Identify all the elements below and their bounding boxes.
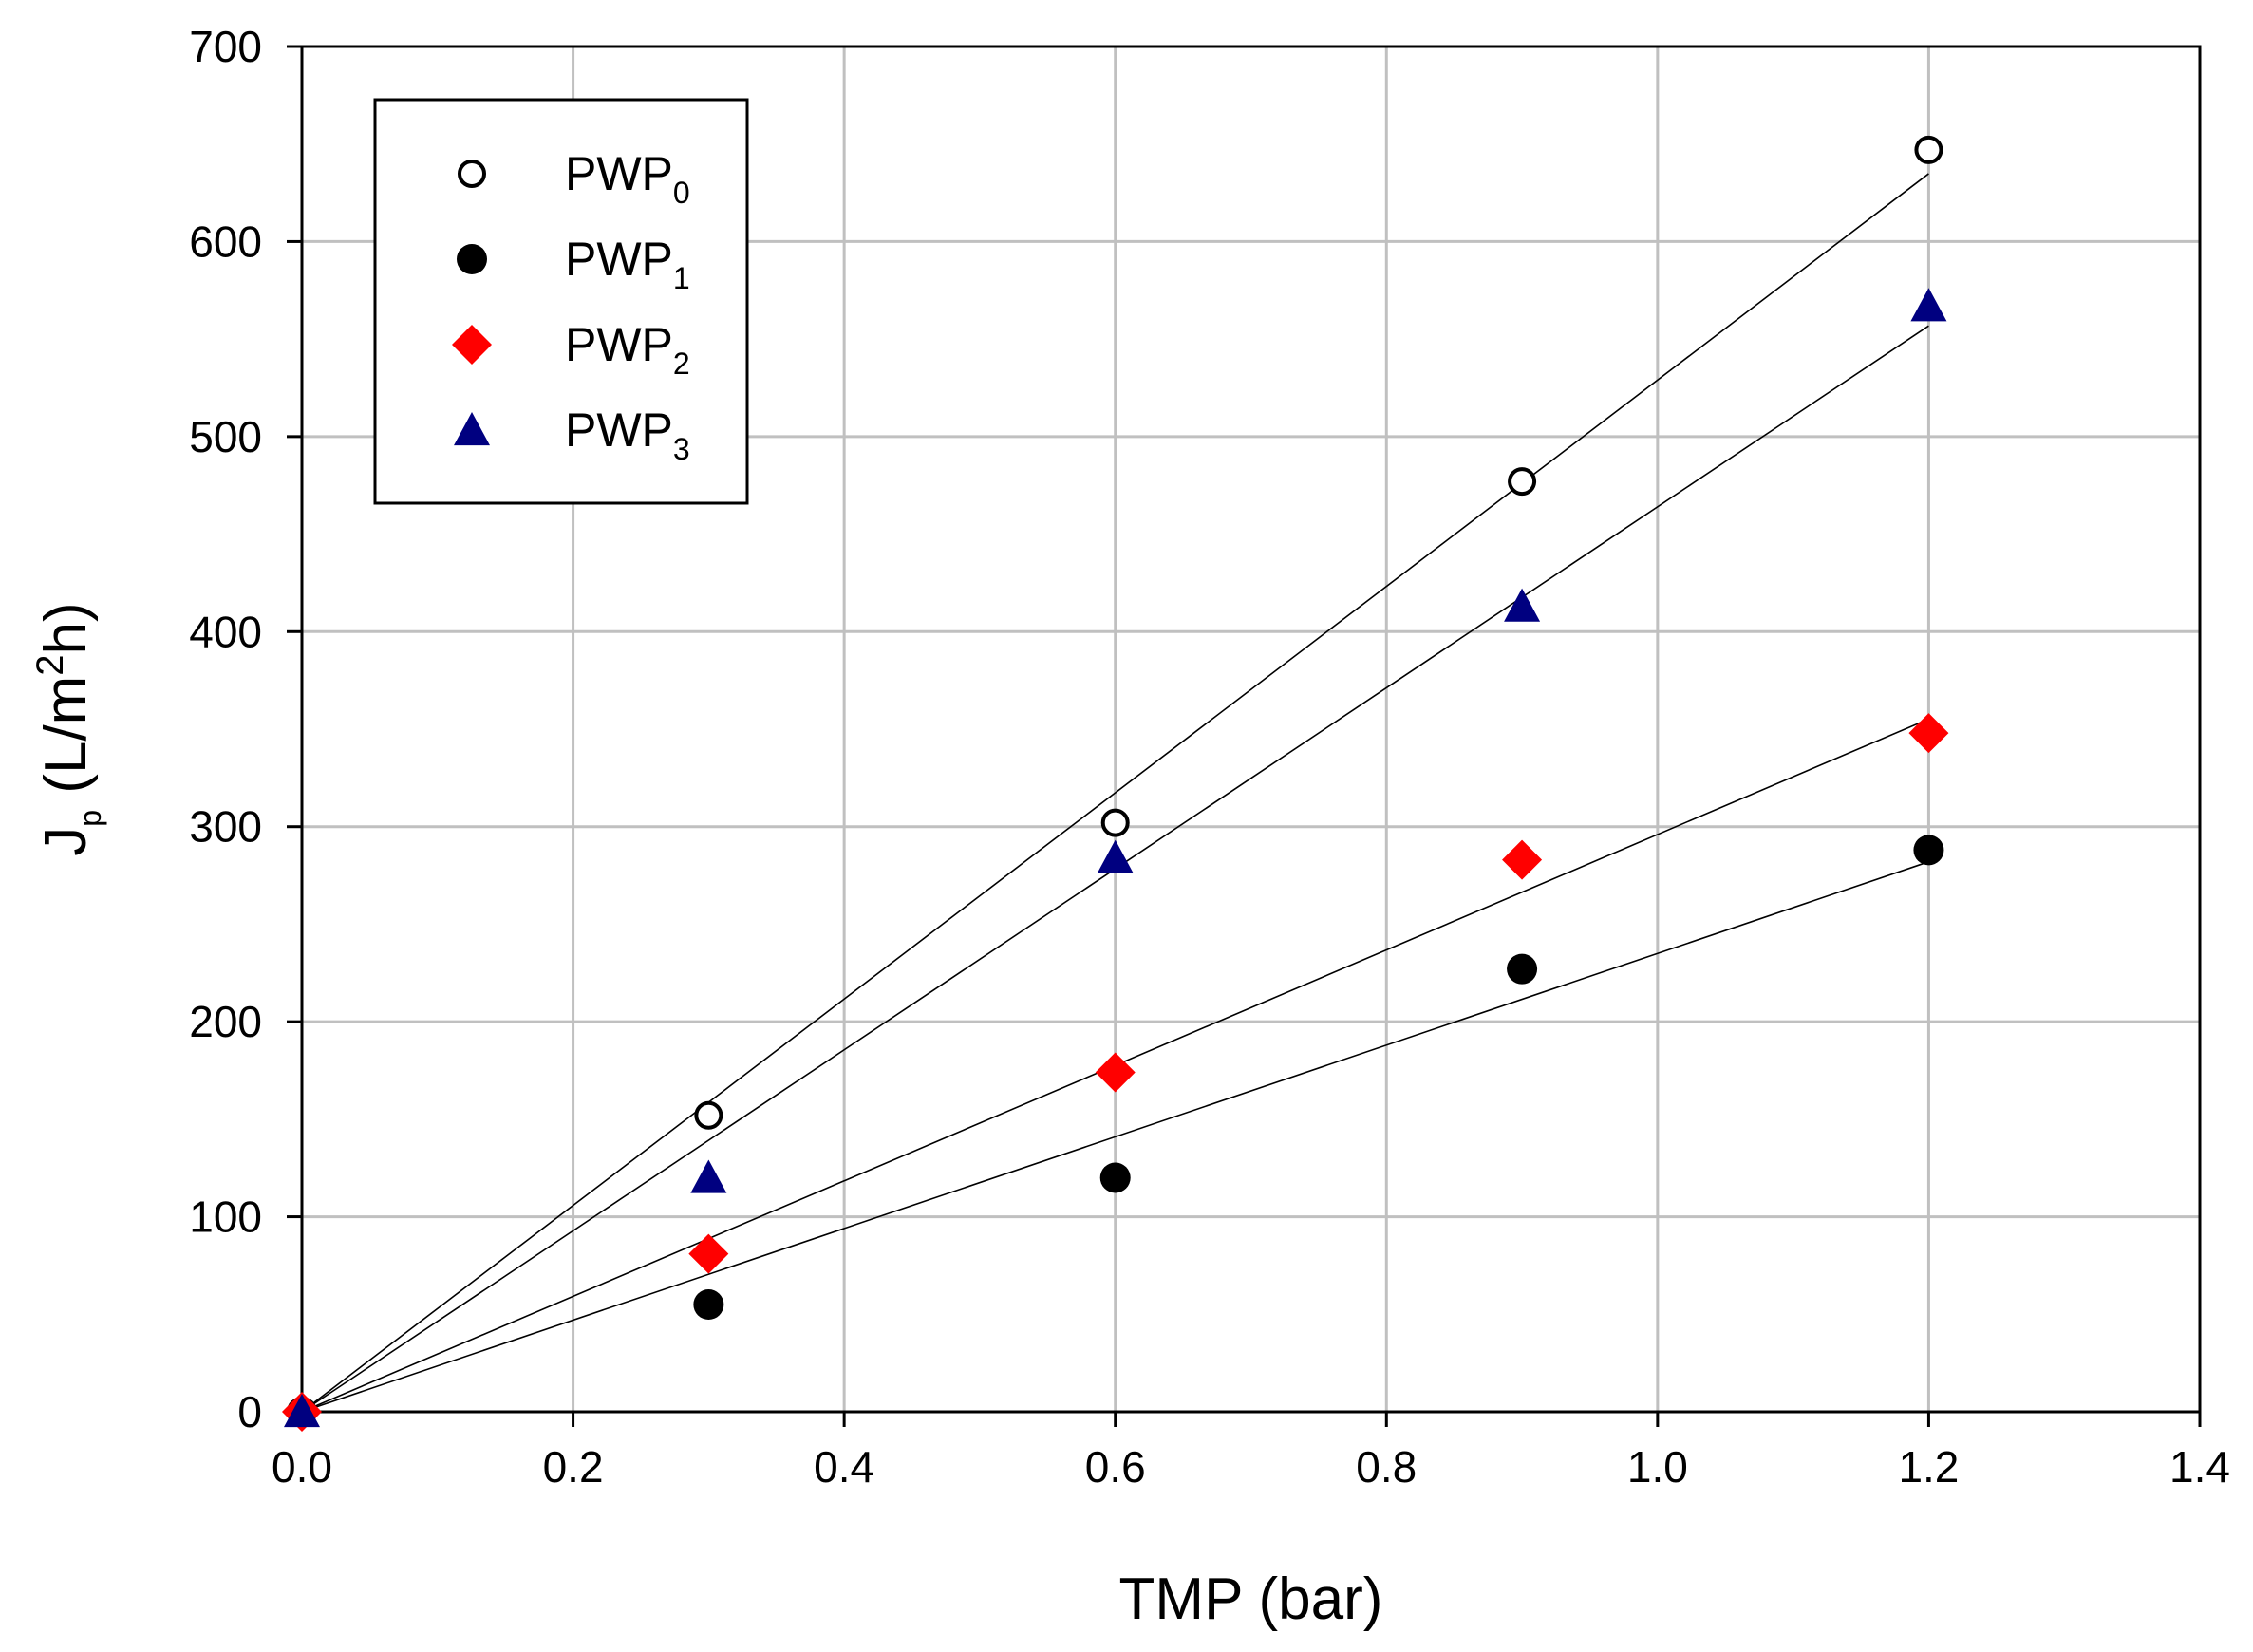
y-tick-label: 200 [189,997,262,1046]
x-tick-label: 0.4 [814,1442,874,1492]
x-axis-title: TMP (bar) [1119,1567,1383,1632]
grid [302,47,2200,1412]
x-tick-label: 1.2 [1898,1442,1959,1492]
y-tick-label: 0 [237,1387,262,1436]
legend-label-pwp3: PWP3 [565,404,690,466]
x-tick-label: 1.0 [1627,1442,1688,1492]
legend-label-base: PWP [565,318,673,371]
legend-label-sub: 3 [673,432,690,466]
data-point-pwp0 [694,1100,723,1130]
legend-marker-pwp0 [458,160,486,188]
y-axis-title-sub: p [73,810,107,827]
data-markers [282,135,1949,1432]
legend-label-sub: 1 [673,261,690,295]
y-axis-title: Jp (L/m2h) [29,602,107,855]
axis-ticks: 0.0 0.2 0.4 0.6 0.8 1.0 1.2 1.4 0 100 200 300 400 500… [189,22,2230,1492]
x-tick-label: 0.6 [1085,1442,1146,1492]
legend-label-sub: 2 [673,347,690,381]
y-tick-label: 400 [189,607,262,656]
data-point-pwp0 [1508,467,1537,497]
y-tick-label: 100 [189,1192,262,1242]
data-point-pwp2 [688,1233,729,1274]
y-tick-label: 300 [189,802,262,852]
legend-label-pwp0: PWP0 [565,147,690,210]
y-axis-title-end: h) [33,602,99,654]
y-tick-label: 700 [189,22,262,71]
plot-frame [300,45,2202,1414]
y-axis-title-mid: (L/m [33,676,99,810]
data-point-pwp3 [690,1159,727,1193]
x-tick-label: 0.0 [272,1442,332,1492]
data-point-pwp3 [284,1394,320,1428]
x-tick-label: 0.2 [543,1442,604,1492]
data-point-pwp1 [693,1289,724,1321]
y-axis-title-sup: 2 [29,654,71,675]
data-point-pwp2 [1095,1052,1136,1093]
data-point-pwp0 [1914,135,1943,164]
legend-label-base: PWP [565,147,673,200]
data-point-pwp3 [1504,588,1541,622]
data-point-pwp1 [1913,835,1944,866]
y-axis-title-base: J [33,827,99,856]
fit-line-pwp0 [301,173,1929,1413]
legend-box [373,98,749,505]
data-point-pwp1 [1507,953,1538,985]
fit-line-pwp1 [301,860,1929,1413]
legend-label-base: PWP [565,404,673,457]
x-tick-label: 1.4 [2169,1442,2230,1492]
legend-label-pwp2: PWP2 [565,318,690,381]
data-point-pwp3 [1910,288,1947,322]
legend-label-sub: 0 [673,176,690,210]
x-tick-label: 0.8 [1356,1442,1417,1492]
legend-marker-pwp2 [452,325,492,365]
data-point-pwp0 [1100,808,1130,837]
legend-marker-pwp3 [454,412,490,446]
data-point-pwp2 [1908,713,1949,754]
data-point-pwp1 [1099,1162,1131,1193]
legend-label-pwp1: PWP1 [565,233,690,295]
legend-label-base: PWP [565,233,673,286]
data-point-pwp3 [1097,839,1134,873]
legend-marker-pwp1 [457,244,487,274]
data-point-pwp2 [1502,839,1543,880]
y-tick-label: 600 [189,216,262,266]
y-tick-label: 500 [189,412,262,461]
